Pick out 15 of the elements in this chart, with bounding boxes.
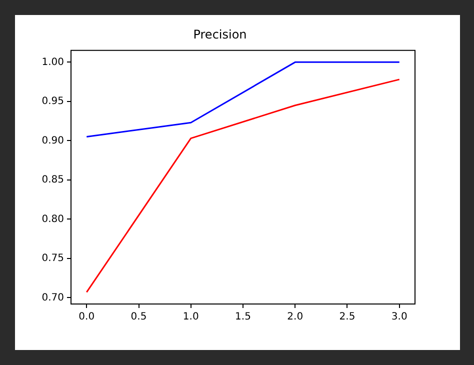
y-tick-label: 1.00 xyxy=(42,56,64,68)
x-tick-label: 0.5 xyxy=(130,312,147,323)
y-tick-label: 0.85 xyxy=(42,174,64,186)
x-tick-label: 0.0 xyxy=(78,312,95,323)
y-tick-label: 0.75 xyxy=(42,253,64,264)
y-tick-label: 0.90 xyxy=(42,135,64,146)
y-tick-label: 0.70 xyxy=(42,292,64,304)
y-tick-label: 0.95 xyxy=(42,96,64,108)
x-tick-label: 1.0 xyxy=(182,312,199,323)
x-tick-label: 3.0 xyxy=(391,312,408,323)
x-tick-label: 2.0 xyxy=(287,312,304,323)
x-tick-label: 2.5 xyxy=(339,312,356,323)
x-tick-label: 1.5 xyxy=(235,312,251,323)
y-tick-label: 0.80 xyxy=(42,214,64,225)
chart-title: Precision xyxy=(193,27,247,42)
